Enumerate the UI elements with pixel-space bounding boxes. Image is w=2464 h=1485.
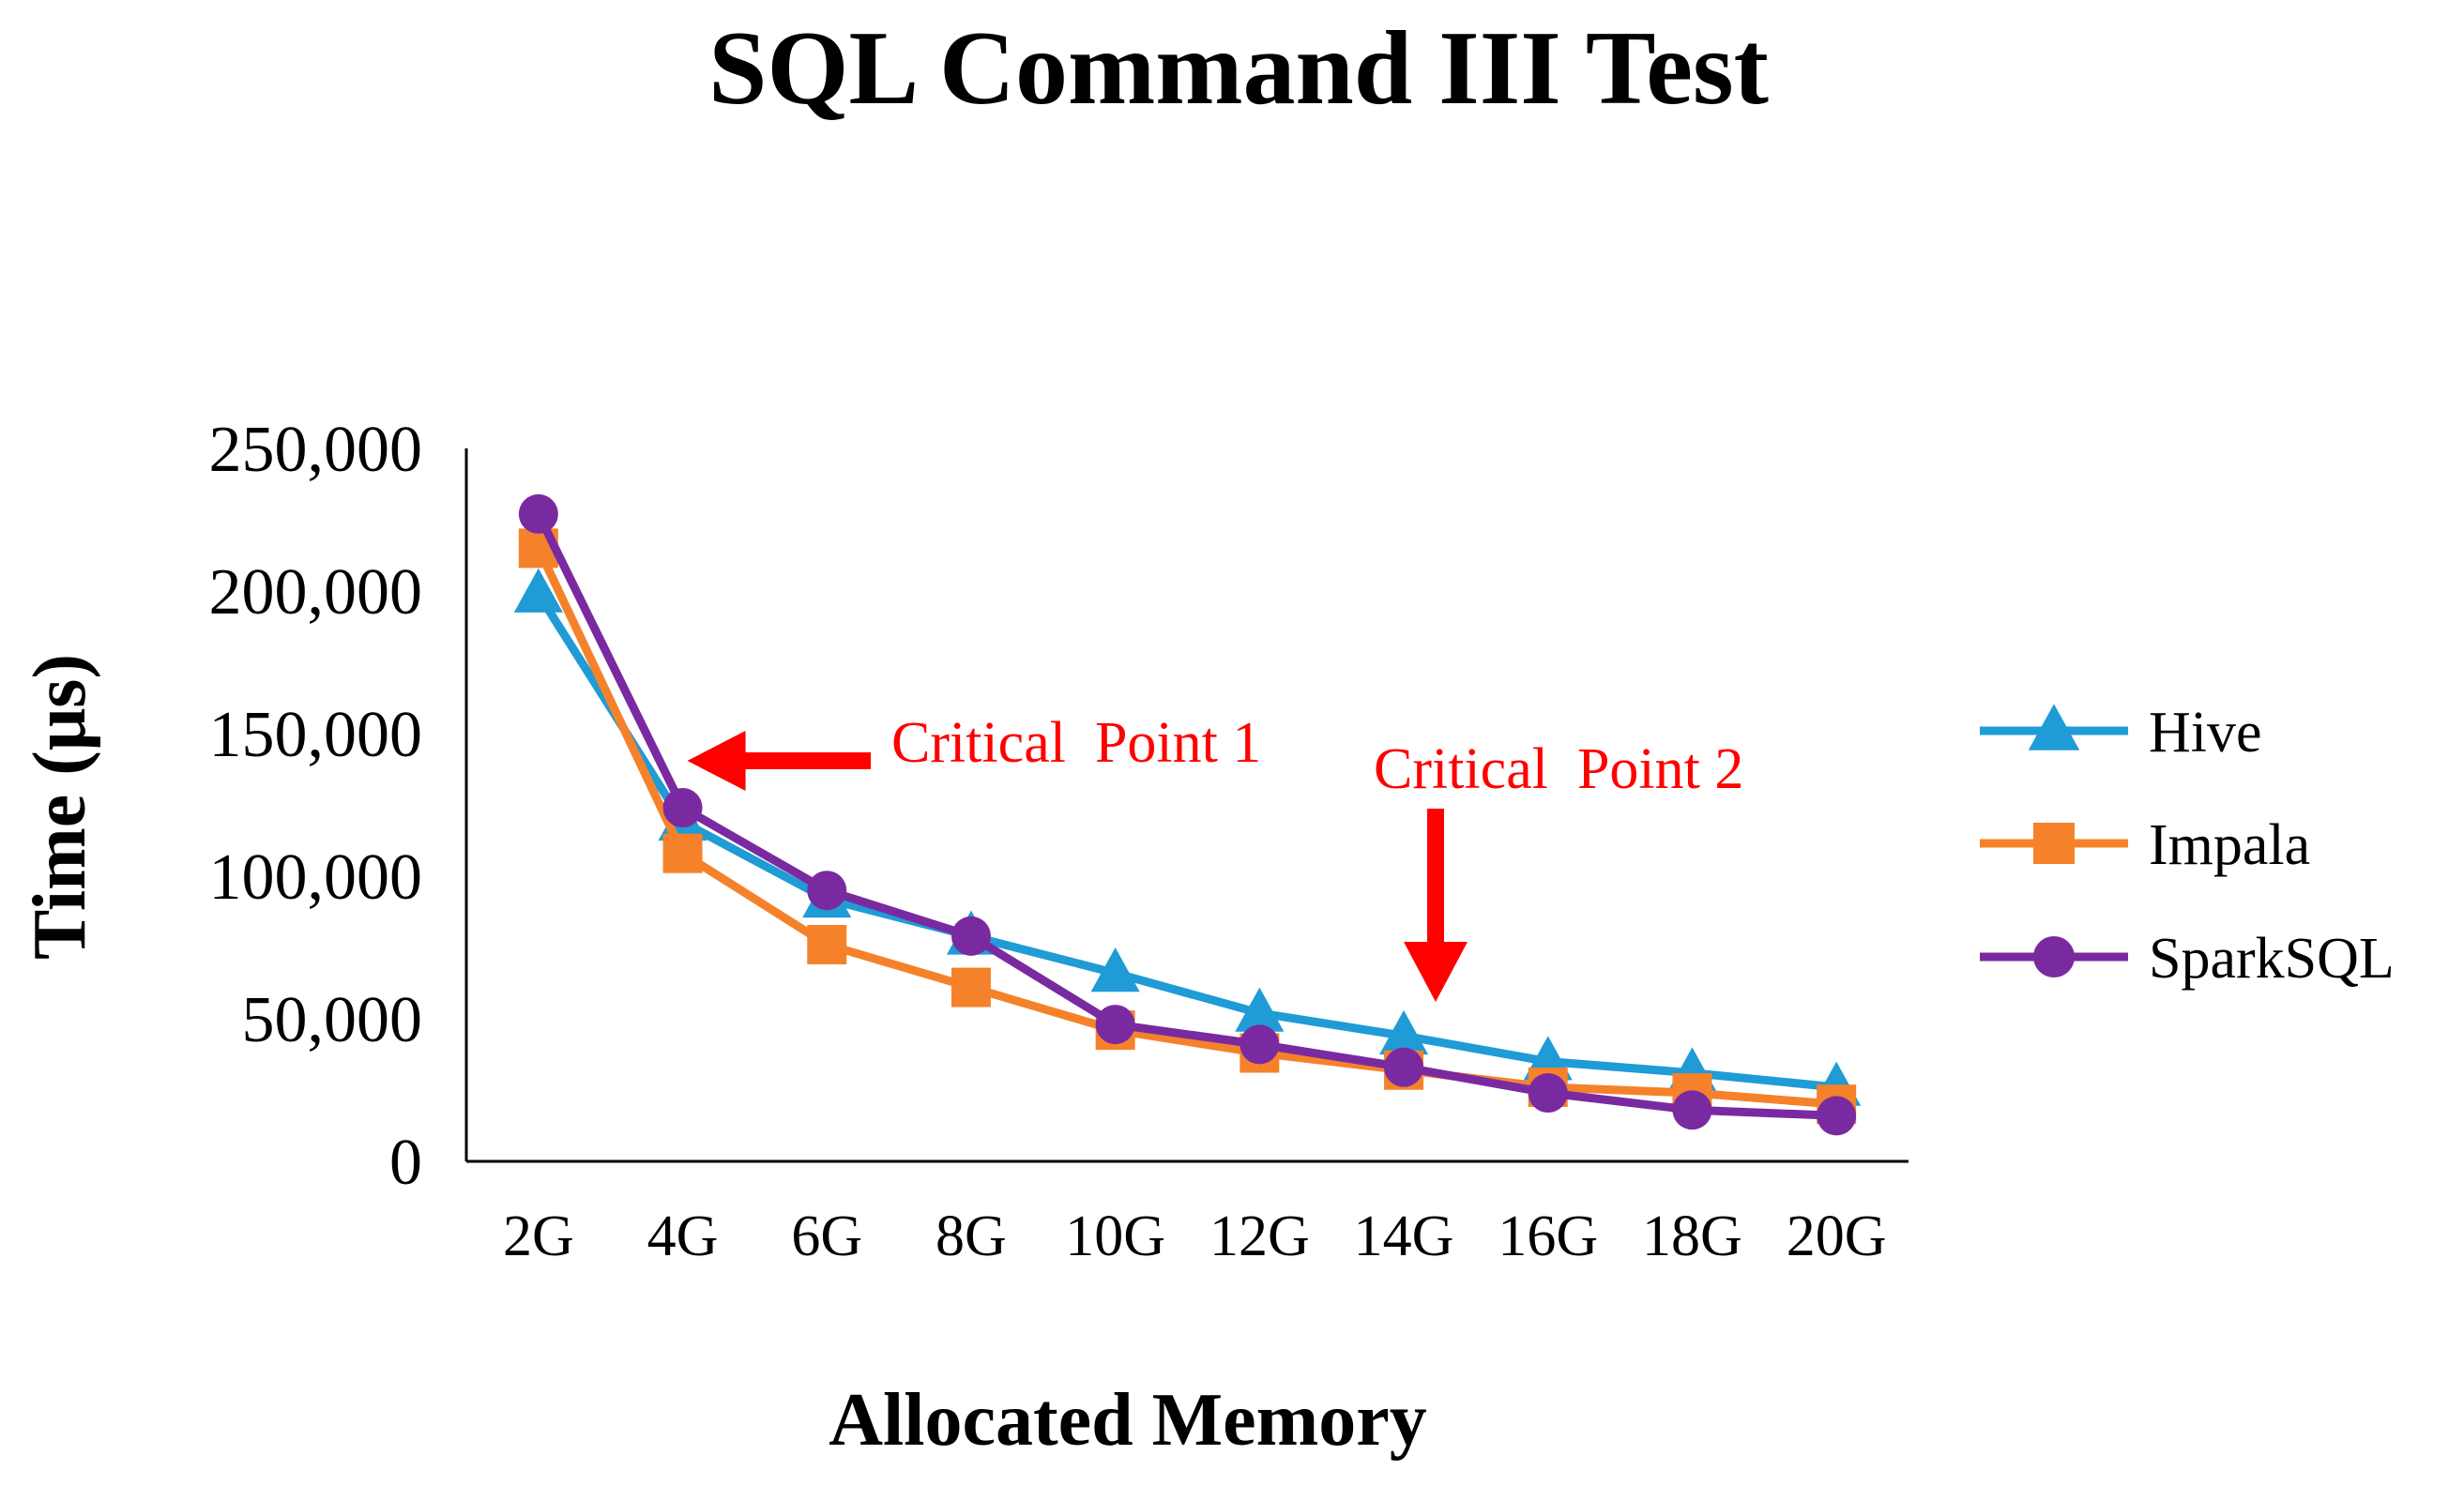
series-hive (513, 568, 1862, 1106)
y-tick-label: 150,000 (209, 699, 423, 771)
circle-marker (518, 493, 558, 534)
series-line (534, 511, 1837, 1120)
legend-label: Hive (2149, 701, 2262, 765)
axes (464, 448, 1909, 1163)
triangle-marker (1235, 987, 1285, 1032)
x-tick-label: 2G (503, 1205, 574, 1268)
square-marker (662, 833, 703, 873)
legend-label: Impala (2149, 813, 2310, 877)
x-tick-label: 18G (1642, 1205, 1742, 1268)
x-tick-labels: 2G 4G 6G 8G 10G 12G 14G 16G 18G 20G (503, 1205, 1887, 1268)
circle-marker (951, 916, 991, 956)
y-tick-label: 250,000 (209, 414, 423, 486)
legend-item-hive: Hive (1980, 701, 2262, 765)
critical-point-1-arrow (687, 731, 871, 791)
x-axis-title: Allocated Memory (829, 1379, 1427, 1462)
x-tick-label: 6G (791, 1205, 862, 1268)
series-layer (513, 493, 1862, 1136)
series-line (534, 546, 1837, 1109)
y-tick-labels: 0 50,000 100,000 150,000 200,000 250,000 (209, 414, 423, 1199)
triangle-marker (1090, 947, 1140, 993)
critical-point-2-label: Critical Point 2 (1374, 737, 1743, 801)
legend-item-impala: Impala (1980, 813, 2310, 877)
circle-marker (2033, 936, 2075, 977)
legend-label: SparkSQL (2149, 927, 2395, 991)
x-tick-label: 4G (647, 1205, 719, 1268)
critical-point-1-label: Critical Point 1 (891, 711, 1261, 775)
triangle-marker (513, 568, 563, 613)
y-tick-label: 0 (389, 1127, 422, 1199)
circle-marker (1817, 1096, 1857, 1136)
x-tick-label: 16G (1498, 1205, 1598, 1268)
circle-marker (1095, 1005, 1135, 1045)
triangle-marker (1379, 1009, 1429, 1055)
y-axis-title: Time (μs) (19, 654, 101, 960)
legend: Hive Impala SparkSQL (1980, 701, 2395, 991)
square-marker (2033, 823, 2075, 864)
series-line (535, 591, 1837, 1092)
circle-marker (1672, 1090, 1712, 1130)
circle-marker (1384, 1047, 1424, 1087)
circle-marker (1528, 1073, 1568, 1114)
y-tick-label: 100,000 (209, 841, 423, 914)
y-tick-label: 50,000 (242, 984, 423, 1056)
arrow-head (687, 731, 746, 791)
square-marker (951, 967, 991, 1008)
triangle-marker (2028, 704, 2080, 750)
arrow-head (1404, 942, 1468, 1002)
square-marker (807, 924, 847, 964)
x-tick-label: 10G (1065, 1205, 1165, 1268)
x-tick-label: 12G (1209, 1205, 1310, 1268)
arrow-shaft (1427, 809, 1444, 946)
x-tick-label: 8G (935, 1205, 1007, 1268)
arrow-shaft (743, 752, 871, 769)
circle-marker (662, 788, 703, 828)
series-sparksql (518, 493, 1857, 1136)
x-tick-label: 20G (1787, 1205, 1887, 1268)
x-tick-label: 14G (1354, 1205, 1454, 1268)
y-tick-label: 200,000 (209, 556, 423, 629)
annotations: Critical Point 1 Critical Point 2 (687, 711, 1743, 1002)
critical-point-2-arrow (1404, 809, 1468, 1002)
legend-item-sparksql: SparkSQL (1980, 927, 2395, 991)
circle-marker (1240, 1024, 1280, 1065)
chart-title: SQL Command III Test (708, 10, 1769, 127)
circle-marker (807, 871, 847, 911)
